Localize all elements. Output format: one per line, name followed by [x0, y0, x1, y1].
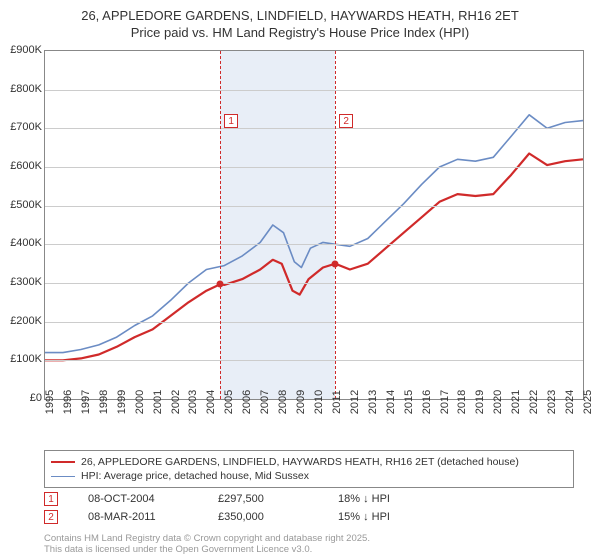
transaction-price: £350,000 — [218, 511, 308, 523]
title-line-1: 26, APPLEDORE GARDENS, LINDFIELD, HAYWAR… — [0, 8, 600, 25]
series-hpi — [45, 115, 583, 353]
legend-swatch — [51, 476, 75, 477]
transaction-date: 08-OCT-2004 — [88, 493, 188, 505]
x-tick-label: 2014 — [385, 390, 397, 414]
gridline-h — [45, 167, 583, 168]
y-tick-label: £800K — [2, 83, 42, 95]
y-tick-label: £100K — [2, 353, 42, 365]
x-tick-label: 2010 — [313, 390, 325, 414]
x-tick-label: 2005 — [223, 390, 235, 414]
event-marker: 2 — [339, 114, 353, 128]
x-tick-label: 2019 — [474, 390, 486, 414]
series-price_paid — [45, 154, 583, 361]
chart-container: 26, APPLEDORE GARDENS, LINDFIELD, HAYWAR… — [0, 0, 600, 560]
transaction-pct: 18% ↓ HPI — [338, 493, 428, 505]
x-tick-label: 2023 — [546, 390, 558, 414]
x-tick-label: 2025 — [582, 390, 594, 414]
x-tick-label: 2020 — [492, 390, 504, 414]
x-tick-label: 2015 — [403, 390, 415, 414]
plot-area: 12 — [44, 50, 584, 400]
gridline-h — [45, 128, 583, 129]
transaction-price: £297,500 — [218, 493, 308, 505]
y-tick-label: £600K — [2, 160, 42, 172]
transaction-marker: 1 — [44, 492, 58, 506]
gridline-h — [45, 322, 583, 323]
gridline-h — [45, 360, 583, 361]
legend-label: 26, APPLEDORE GARDENS, LINDFIELD, HAYWAR… — [81, 456, 519, 468]
x-tick-label: 2017 — [439, 390, 451, 414]
y-tick-label: £0 — [2, 392, 42, 404]
event-marker: 1 — [224, 114, 238, 128]
transaction-pct: 15% ↓ HPI — [338, 511, 428, 523]
legend: 26, APPLEDORE GARDENS, LINDFIELD, HAYWAR… — [44, 450, 574, 488]
legend-row: 26, APPLEDORE GARDENS, LINDFIELD, HAYWAR… — [51, 455, 567, 469]
y-tick-label: £500K — [2, 199, 42, 211]
transactions-table: 1 08-OCT-2004 £297,500 18% ↓ HPI 2 08-MAR-201… — [44, 490, 574, 526]
credit-line-1: Contains HM Land Registry data © Crown c… — [44, 533, 370, 544]
x-tick-label: 1995 — [44, 390, 56, 414]
gridline-h — [45, 244, 583, 245]
credit-text: Contains HM Land Registry data © Crown c… — [44, 533, 370, 556]
legend-swatch — [51, 461, 75, 463]
event-line — [335, 51, 336, 399]
x-tick-label: 1999 — [116, 390, 128, 414]
x-tick-label: 2002 — [170, 390, 182, 414]
x-tick-label: 2011 — [331, 390, 343, 414]
x-tick-label: 2018 — [456, 390, 468, 414]
title-line-2: Price paid vs. HM Land Registry's House … — [0, 25, 600, 42]
transaction-date: 08-MAR-2011 — [88, 511, 188, 523]
x-tick-label: 2009 — [295, 390, 307, 414]
x-tick-label: 2021 — [510, 390, 522, 414]
x-tick-label: 2003 — [187, 390, 199, 414]
x-tick-label: 1997 — [80, 390, 92, 414]
x-tick-label: 1998 — [98, 390, 110, 414]
transaction-row: 1 08-OCT-2004 £297,500 18% ↓ HPI — [44, 490, 574, 508]
y-tick-label: £400K — [2, 237, 42, 249]
x-tick-label: 2006 — [241, 390, 253, 414]
gridline-h — [45, 283, 583, 284]
x-tick-label: 2013 — [367, 390, 379, 414]
y-tick-label: £200K — [2, 315, 42, 327]
gridline-h — [45, 206, 583, 207]
x-tick-label: 2012 — [349, 390, 361, 414]
y-tick-label: £300K — [2, 276, 42, 288]
legend-row: HPI: Average price, detached house, Mid … — [51, 469, 567, 483]
x-tick-label: 2000 — [134, 390, 146, 414]
x-tick-label: 2008 — [277, 390, 289, 414]
title-block: 26, APPLEDORE GARDENS, LINDFIELD, HAYWAR… — [0, 0, 600, 42]
event-line — [220, 51, 221, 399]
credit-line-2: This data is licensed under the Open Gov… — [44, 544, 370, 555]
x-tick-label: 2004 — [205, 390, 217, 414]
x-tick-label: 1996 — [62, 390, 74, 414]
y-tick-label: £900K — [2, 44, 42, 56]
chart-area: 12 £0£100K£200K£300K£400K£500K£600K£700K… — [10, 50, 590, 450]
transaction-row: 2 08-MAR-2011 £350,000 15% ↓ HPI — [44, 508, 574, 526]
sale-dot — [332, 260, 339, 267]
legend-label: HPI: Average price, detached house, Mid … — [81, 470, 309, 482]
transaction-marker: 2 — [44, 510, 58, 524]
x-tick-label: 2001 — [152, 390, 164, 414]
series-svg — [45, 51, 583, 399]
x-tick-label: 2007 — [259, 390, 271, 414]
sale-dot — [217, 281, 224, 288]
x-tick-label: 2024 — [564, 390, 576, 414]
gridline-h — [45, 90, 583, 91]
x-tick-label: 2022 — [528, 390, 540, 414]
y-tick-label: £700K — [2, 121, 42, 133]
x-tick-label: 2016 — [421, 390, 433, 414]
